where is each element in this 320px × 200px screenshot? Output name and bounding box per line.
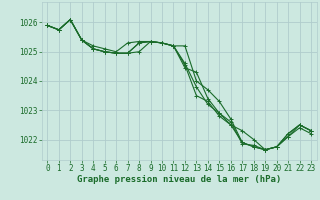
X-axis label: Graphe pression niveau de la mer (hPa): Graphe pression niveau de la mer (hPa) bbox=[77, 175, 281, 184]
